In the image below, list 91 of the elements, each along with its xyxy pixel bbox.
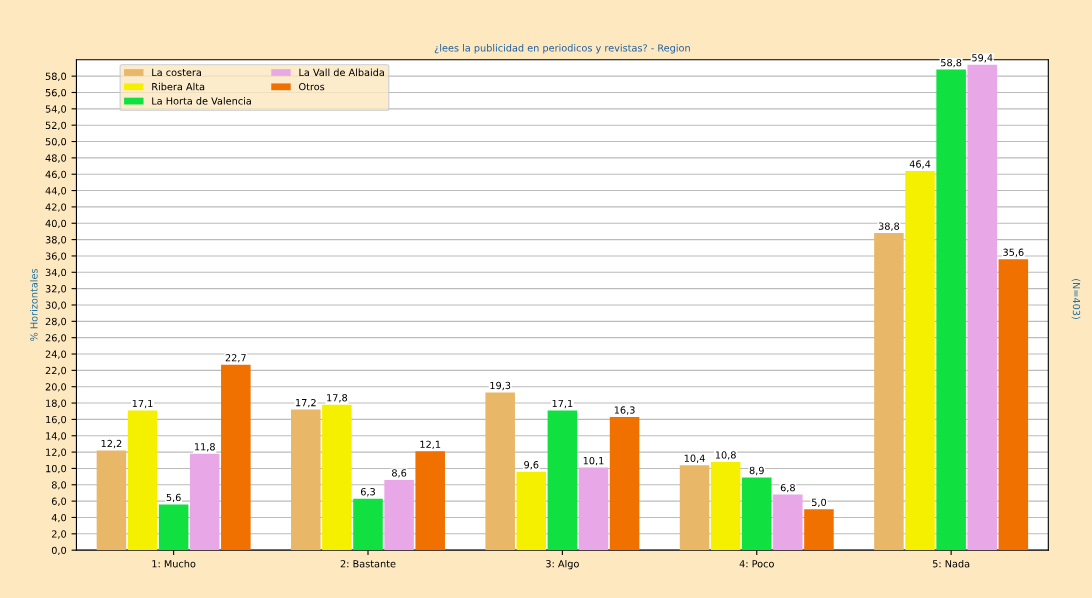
bar — [710, 461, 741, 551]
y-axis-title: % Horizontales — [30, 268, 38, 341]
text: 5,6 — [166, 493, 181, 503]
text: 10,1 — [583, 456, 604, 466]
bar — [485, 392, 515, 551]
bar — [578, 467, 609, 551]
legend-label: La costera — [152, 68, 201, 77]
text: 12,2 — [101, 439, 122, 449]
y-tick-label: 0,0 — [51, 546, 67, 555]
text: 17,1 — [552, 399, 573, 409]
y-tick-label: 8,0 — [51, 481, 67, 490]
text: 38,8 — [878, 222, 900, 231]
y-tick-label: 20,0 — [45, 383, 67, 392]
text: (N=403) — [1071, 279, 1081, 319]
text: 35,6 — [1003, 248, 1024, 257]
chart-title: ¿lees la publicidad en periodicos y revistas? - Region — [434, 44, 690, 54]
legend-label: Ribera Alta — [152, 82, 205, 91]
text: 58,8 — [941, 58, 962, 68]
bar — [189, 453, 220, 551]
bar — [967, 64, 997, 551]
x-tick-label: 5: Nada — [932, 559, 970, 568]
y-tick-label: 34,0 — [45, 268, 67, 278]
bar — [609, 416, 640, 551]
x-tick-label: 1: Mucho — [152, 559, 196, 568]
y-tick-label: 46,0 — [45, 170, 67, 180]
text: 46,4 — [909, 160, 931, 169]
text: 9,6 — [524, 461, 539, 470]
y-tick-label: 44,0 — [45, 187, 67, 196]
text: 10,8 — [715, 451, 736, 460]
text: 12,1 — [420, 440, 441, 449]
legend-label: Otros — [299, 82, 325, 91]
y-tick-label: 42,0 — [45, 203, 67, 212]
y-tick-label: 58,0 — [45, 72, 67, 81]
bar — [127, 410, 158, 551]
y-tick-label: 52,0 — [45, 121, 67, 131]
y-tick-label: 6,0 — [51, 497, 67, 506]
y-tick-label: 16,0 — [46, 415, 67, 425]
x-tick-label: 4: Poco — [739, 560, 774, 568]
bar — [905, 170, 935, 551]
bar — [516, 471, 547, 551]
text: 8,9 — [749, 466, 764, 476]
text: 17,8 — [327, 394, 348, 403]
y-tick-label: 4,0 — [51, 513, 67, 523]
y-tick-label: 22,0 — [45, 366, 67, 376]
y-tick-label: 48,0 — [45, 154, 67, 163]
y-tick-label: 26,0 — [45, 334, 67, 343]
bar — [936, 69, 966, 551]
y-tick-label: 56,0 — [45, 88, 67, 98]
text: 17,1 — [132, 399, 153, 409]
bar — [804, 509, 834, 551]
y-tick-label: 24,0 — [45, 350, 67, 359]
y-tick-label: 28,0 — [45, 317, 67, 327]
legend-label: La Vall de Albaida — [299, 68, 384, 77]
y-tick-label: 14,0 — [46, 432, 67, 441]
y-tick-label: 18,0 — [46, 399, 67, 408]
text: 16,3 — [614, 406, 635, 415]
bar — [322, 404, 352, 551]
y-tick-label: 40,0 — [45, 219, 67, 229]
text: 59,4 — [972, 54, 993, 63]
y-tick-label: 50,0 — [45, 138, 67, 147]
text: 8,6 — [392, 469, 407, 478]
text: 19,3 — [490, 381, 511, 391]
y-tick-label: 54,0 — [45, 105, 67, 114]
y-tick-label: 30,0 — [45, 301, 67, 310]
x-tick-label: 3: Algo — [546, 559, 579, 570]
bar — [679, 465, 710, 551]
bar — [96, 450, 127, 551]
bar — [773, 494, 803, 551]
text: 10,4 — [684, 454, 705, 463]
text: 6,8 — [780, 483, 795, 493]
bar — [384, 479, 414, 551]
text: 5,0 — [811, 498, 827, 508]
bar — [874, 233, 904, 551]
x-tick-label: 2: Bastante — [340, 560, 396, 568]
text: 6,3 — [360, 488, 375, 497]
y-tick-label: 32,0 — [45, 285, 67, 294]
y-tick-label: 10,0 — [46, 464, 67, 474]
text: 17,2 — [296, 398, 316, 408]
text: 11,8 — [194, 443, 215, 452]
bar — [741, 477, 772, 551]
y-tick-label: 36,0 — [45, 252, 67, 261]
bar — [353, 498, 383, 551]
y-tick-label: 38,0 — [45, 236, 67, 245]
y-tick-label: 2,0 — [51, 530, 67, 539]
legend-label: La Horta de Valencia — [152, 97, 251, 105]
bar — [547, 410, 578, 551]
bar — [291, 409, 321, 551]
bar — [221, 364, 251, 551]
text: 22,7 — [225, 354, 246, 363]
y-tick-label: 12,0 — [46, 448, 67, 457]
bar — [415, 451, 445, 551]
